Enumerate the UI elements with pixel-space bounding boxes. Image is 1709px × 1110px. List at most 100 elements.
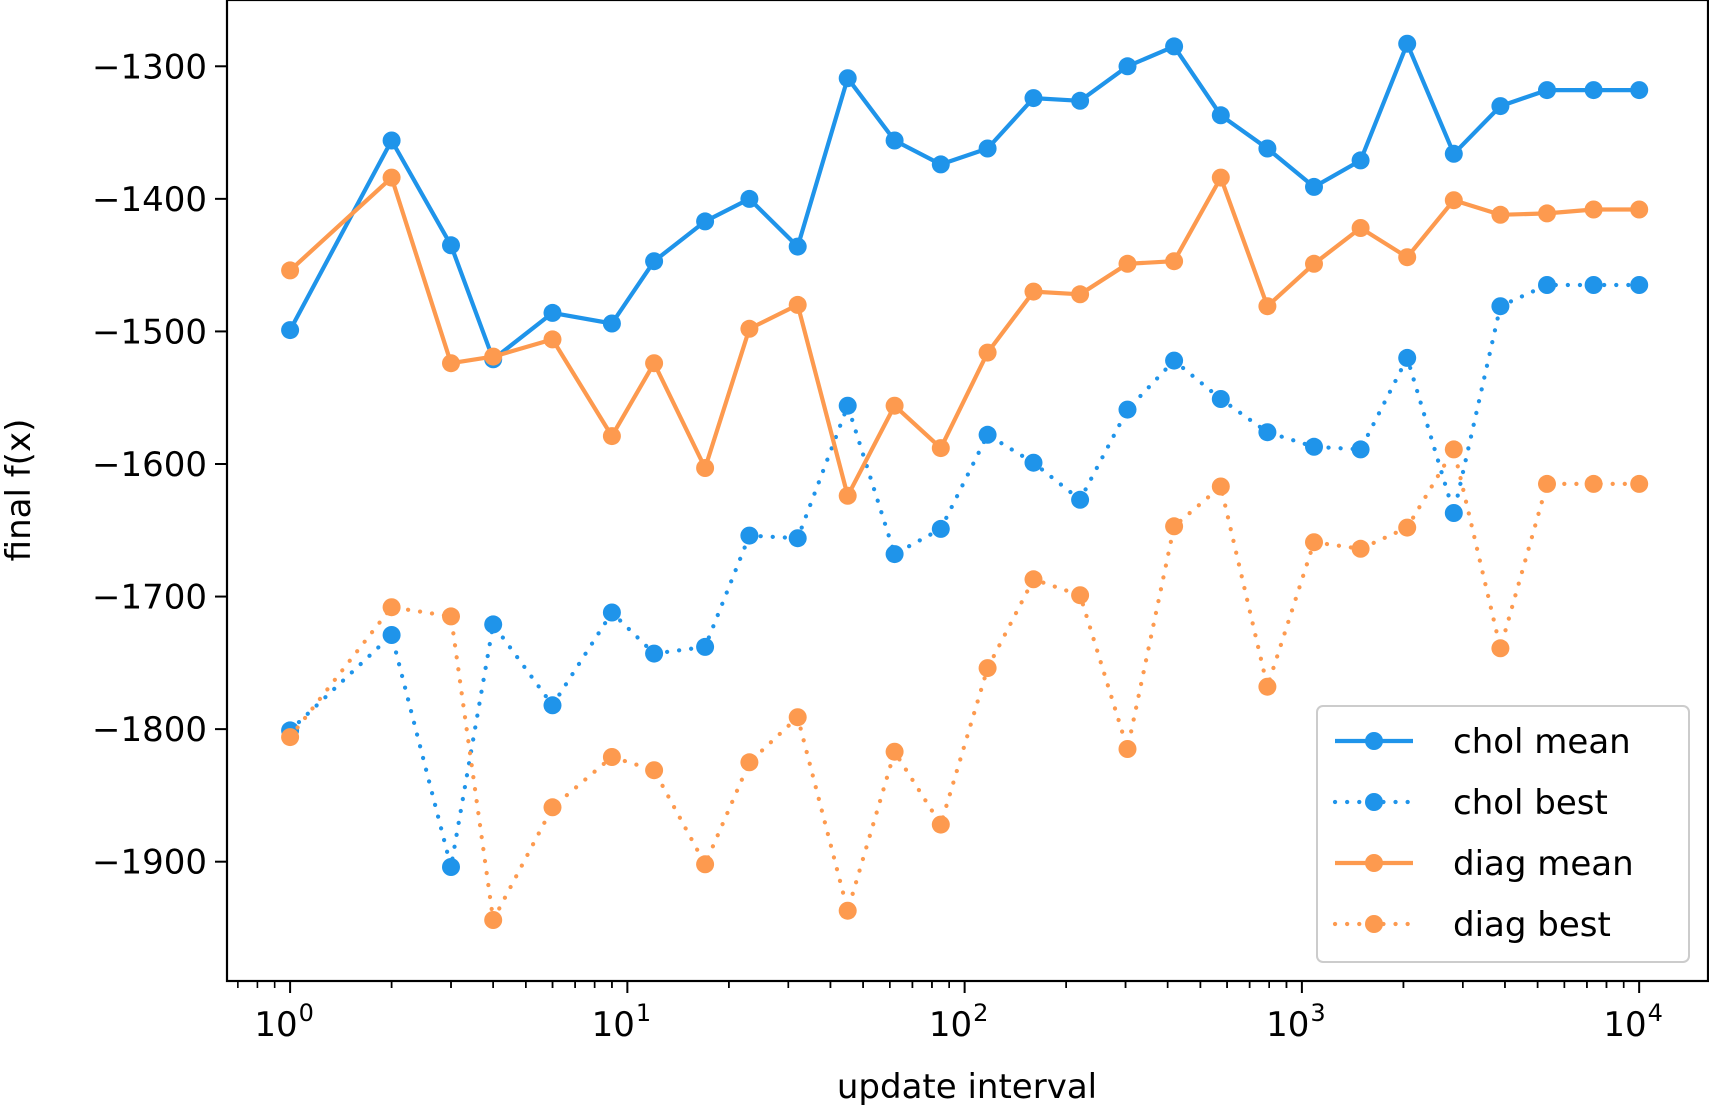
data-point-diag-best bbox=[1165, 517, 1184, 536]
data-point-diag-best bbox=[1538, 474, 1556, 493]
data-point-diag-mean bbox=[978, 343, 997, 362]
data-point-diag-mean bbox=[602, 427, 621, 446]
series-diag-mean bbox=[281, 168, 1649, 505]
legend-entry-diag-mean: diag mean bbox=[1335, 844, 1634, 884]
data-point-diag-best bbox=[931, 815, 950, 834]
data-point-chol-mean bbox=[1305, 177, 1323, 196]
series-line-chol-mean bbox=[288, 41, 1640, 362]
data-point-chol-mean bbox=[1538, 81, 1556, 100]
data-point-chol-best bbox=[931, 519, 950, 538]
data-point-chol-best bbox=[543, 696, 562, 715]
y-tick-label: −1500 bbox=[92, 312, 207, 352]
data-point-chol-mean bbox=[1491, 97, 1510, 116]
data-point-diag-mean bbox=[931, 439, 950, 458]
legend-label-chol-mean: chol mean bbox=[1453, 722, 1631, 762]
y-tick-label: −1800 bbox=[92, 710, 207, 750]
y-tick-label: −1600 bbox=[92, 445, 207, 485]
data-point-chol-best bbox=[1071, 490, 1090, 509]
series-diag-best bbox=[281, 440, 1649, 929]
data-point-diag-mean bbox=[1538, 204, 1556, 223]
data-point-chol-mean bbox=[1165, 37, 1184, 56]
data-point-diag-mean bbox=[1024, 282, 1043, 301]
x-tick-exponent: 2 bbox=[973, 999, 988, 1027]
x-tick-label: 100 bbox=[254, 999, 314, 1045]
data-point-chol-mean bbox=[1118, 57, 1137, 76]
data-point-chol-mean bbox=[645, 252, 664, 271]
data-point-chol-best bbox=[1118, 400, 1137, 419]
data-point-chol-mean bbox=[885, 131, 904, 150]
series-layer bbox=[281, 34, 1649, 929]
data-point-diag-mean bbox=[543, 330, 562, 349]
series-chol-mean bbox=[281, 34, 1649, 369]
data-point-diag-mean bbox=[1398, 248, 1417, 267]
data-point-chol-best bbox=[1305, 437, 1323, 456]
data-point-diag-best bbox=[382, 598, 401, 617]
data-point-chol-best bbox=[788, 529, 807, 548]
data-point-diag-mean bbox=[1165, 252, 1184, 271]
legend-marker-diag-best bbox=[1365, 915, 1383, 933]
data-point-diag-mean bbox=[1491, 205, 1510, 224]
data-point-diag-best bbox=[602, 748, 621, 766]
data-point-chol-best bbox=[1444, 504, 1463, 522]
data-point-chol-best bbox=[1211, 390, 1230, 408]
data-point-diag-best bbox=[1630, 474, 1649, 493]
data-point-diag-best bbox=[1071, 586, 1090, 605]
y-tick-label: −1400 bbox=[92, 180, 207, 220]
data-point-chol-best bbox=[1584, 276, 1603, 294]
data-point-diag-mean bbox=[645, 354, 664, 373]
data-point-diag-mean bbox=[838, 486, 857, 505]
data-point-diag-best bbox=[978, 659, 997, 678]
data-point-diag-best bbox=[484, 911, 503, 929]
data-point-chol-mean bbox=[1444, 144, 1463, 163]
series-line-diag-mean bbox=[288, 175, 1640, 498]
data-point-diag-best bbox=[1584, 474, 1603, 493]
data-point-chol-best bbox=[885, 545, 904, 564]
data-point-chol-best bbox=[696, 637, 715, 656]
legend-label-diag-best: diag best bbox=[1453, 905, 1611, 945]
data-point-chol-best bbox=[1491, 297, 1510, 316]
data-point-diag-best bbox=[1305, 533, 1323, 552]
data-point-chol-mean bbox=[838, 69, 857, 88]
data-point-diag-best bbox=[1118, 740, 1137, 758]
x-tick-exponent: 4 bbox=[1648, 999, 1663, 1027]
data-point-chol-best bbox=[602, 603, 621, 622]
x-axis-label: update interval bbox=[837, 1067, 1097, 1107]
data-point-chol-best bbox=[645, 644, 664, 663]
plot-frame bbox=[225, 0, 1709, 983]
data-point-diag-mean bbox=[484, 347, 503, 366]
x-tick-label: 101 bbox=[592, 999, 652, 1045]
data-point-diag-mean bbox=[1305, 254, 1323, 273]
x-tick-exponent: 1 bbox=[636, 999, 651, 1027]
data-point-diag-best bbox=[543, 798, 562, 817]
data-point-chol-mean bbox=[281, 321, 300, 340]
data-point-diag-mean bbox=[1118, 254, 1137, 273]
x-tick-label: 103 bbox=[1266, 999, 1326, 1045]
data-point-diag-best bbox=[1491, 639, 1510, 658]
x-tick-label: 104 bbox=[1603, 999, 1663, 1045]
legend-entry-chol-best: chol best bbox=[1332, 783, 1608, 823]
data-point-chol-best bbox=[978, 425, 997, 444]
legend-box bbox=[1316, 705, 1690, 963]
x-tick-label: 102 bbox=[929, 999, 989, 1045]
data-point-diag-mean bbox=[1351, 219, 1370, 237]
data-point-diag-best bbox=[1444, 440, 1463, 459]
data-point-diag-mean bbox=[442, 354, 460, 373]
data-point-diag-best bbox=[1398, 518, 1417, 537]
data-point-chol-best bbox=[1258, 423, 1277, 442]
y-tick-label: −1900 bbox=[92, 843, 207, 883]
series-chol-best bbox=[281, 276, 1649, 876]
data-point-diag-mean bbox=[382, 168, 401, 187]
x-tick-exponent: 3 bbox=[1310, 999, 1325, 1027]
data-point-chol-mean bbox=[1071, 91, 1090, 110]
y-tick-label: −1300 bbox=[92, 47, 207, 87]
data-point-chol-best bbox=[1398, 348, 1417, 367]
data-point-chol-mean bbox=[788, 237, 807, 256]
legend-label-chol-best: chol best bbox=[1453, 783, 1608, 823]
data-point-chol-mean bbox=[740, 189, 759, 208]
y-axis-label: final f(x) bbox=[0, 419, 39, 562]
data-point-chol-best bbox=[1351, 440, 1370, 459]
data-point-diag-mean bbox=[740, 319, 759, 338]
data-point-diag-best bbox=[838, 901, 857, 920]
data-point-diag-mean bbox=[1584, 200, 1603, 219]
